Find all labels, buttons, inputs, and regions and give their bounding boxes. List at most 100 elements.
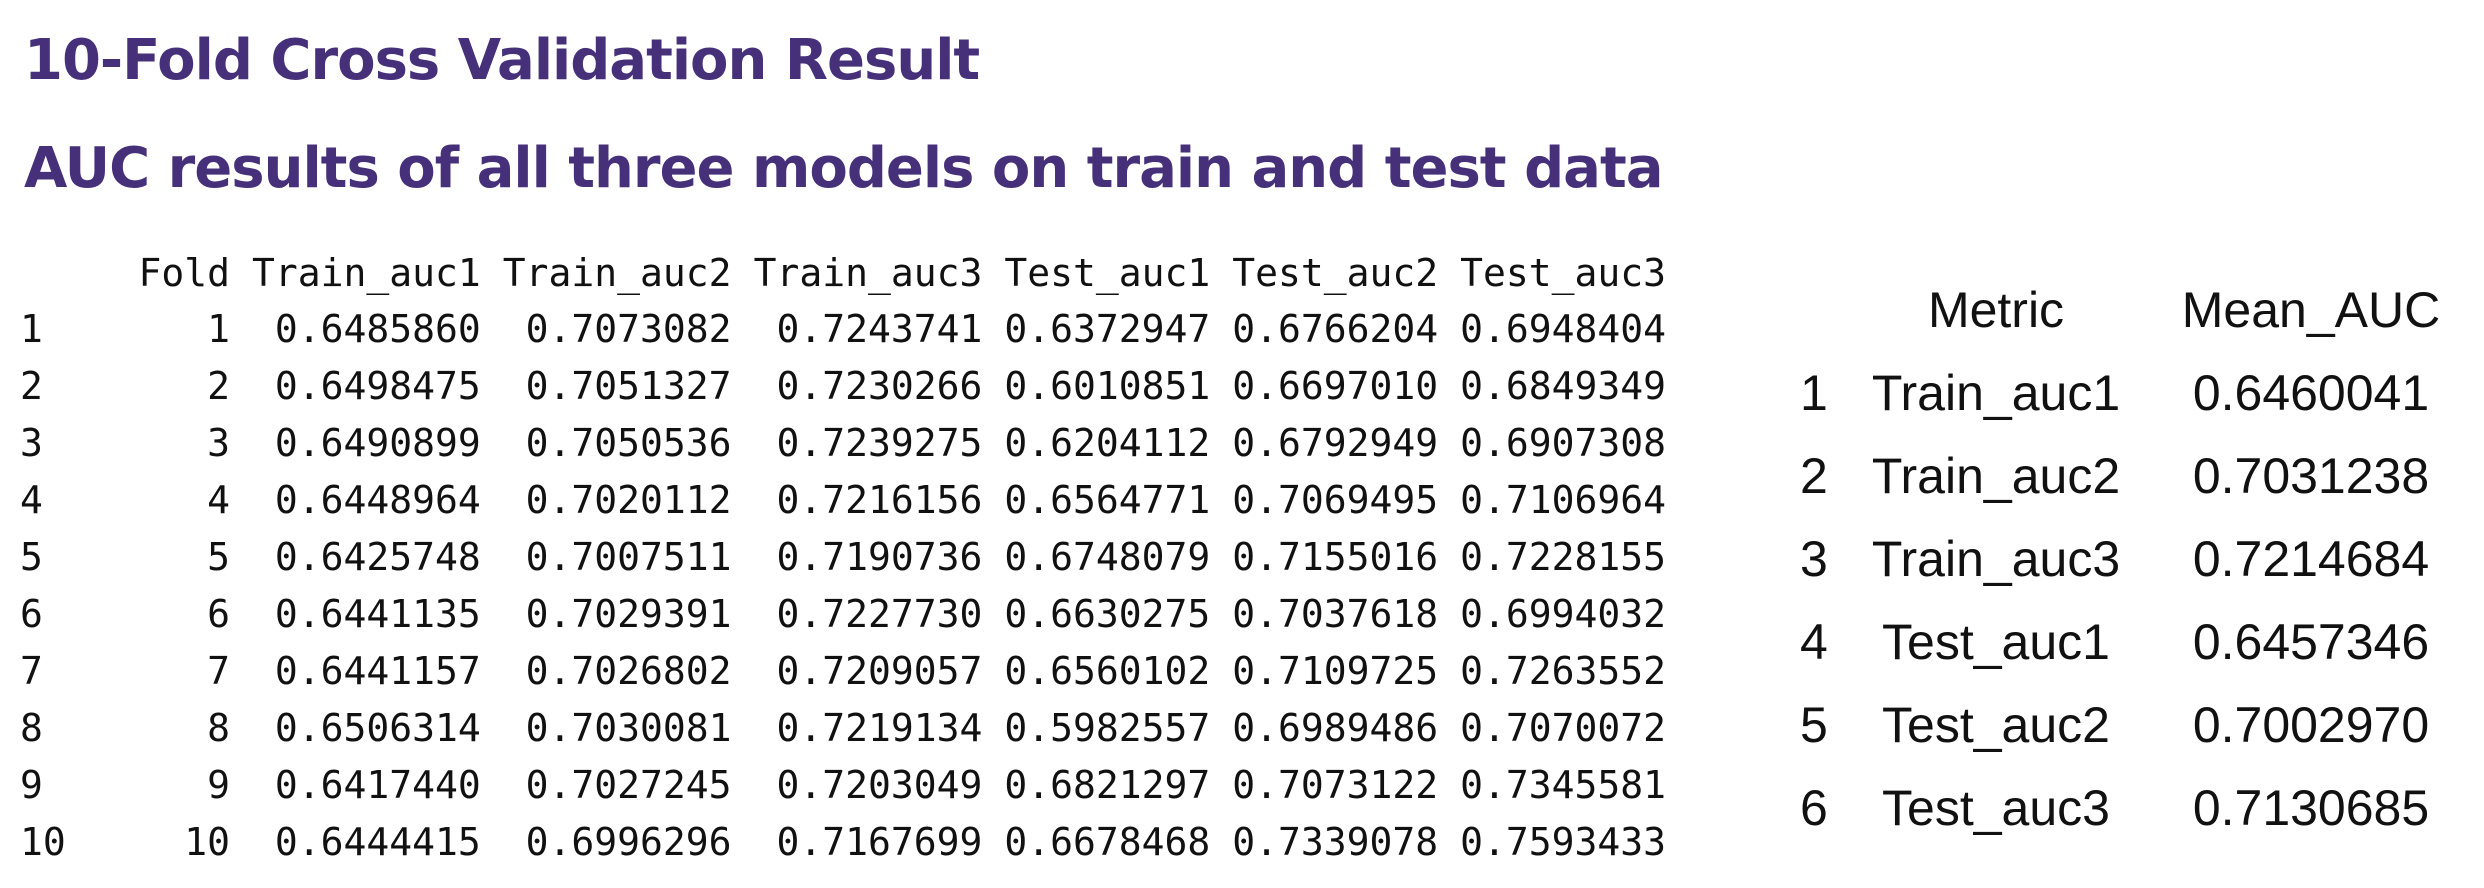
row-index: 10	[20, 819, 66, 864]
row-index: 2	[20, 363, 43, 408]
table-row: 2 Train_auc2 0.7031238	[1800, 434, 2476, 517]
table-cell: 0.6948404	[1460, 306, 1667, 351]
table-row: 5 5 0.6425748 0.7007511 0.7190736 0.6748079 0.…	[20, 528, 1666, 585]
folds-header-cell: Train_auc2	[502, 251, 732, 295]
table-cell: 0.7155016	[1232, 534, 1439, 579]
table-cell: 0.7345581	[1460, 762, 1667, 807]
table-cell: 0.6204112	[1004, 420, 1211, 465]
table-cell: 0.6425748	[274, 534, 481, 579]
folds-table-header: Fold Train_auc1 Train_auc2 Train_auc3 Test_a…	[20, 246, 1666, 300]
table-cell: 0.6630275	[1004, 591, 1211, 636]
row-index: 9	[20, 762, 43, 807]
table-cell: 0.7030081	[525, 705, 732, 750]
row-index: 5	[20, 534, 43, 579]
table-cell: 0.6506314	[274, 705, 481, 750]
table-cell: Train_auc1	[1871, 364, 2121, 421]
table-cell: 0.7593433	[1460, 819, 1667, 864]
table-cell: 0.7031238	[2192, 447, 2430, 504]
table-cell: 0.7219134	[776, 705, 983, 750]
table-cell: 0.6821297	[1004, 762, 1211, 807]
table-row: 10 10 0.6444415 0.6996296 0.7167699 0.6678468…	[20, 813, 1666, 870]
table-cell: 0.7228155	[1460, 534, 1667, 579]
table-cell: Train_auc3	[1871, 530, 2121, 587]
table-cell: 2	[207, 363, 230, 408]
table-cell: 7	[207, 648, 230, 693]
table-cell: 3	[207, 420, 230, 465]
folds-header-cell: Train_auc3	[753, 251, 983, 295]
table-cell: 0.6849349	[1460, 363, 1667, 408]
row-index: 4	[20, 477, 43, 522]
summary-header-cell: Metric	[1927, 281, 2065, 338]
table-cell: 0.7027245	[525, 762, 732, 807]
table-cell: 0.7167699	[776, 819, 983, 864]
table-cell: Test_auc3	[1882, 779, 2110, 836]
table-cell: 0.6996296	[525, 819, 732, 864]
folds-header-cell: Test_auc3	[1460, 251, 1667, 295]
table-row: 1 1 0.6485860 0.7073082 0.7243741 0.6372947 0.…	[20, 300, 1666, 357]
row-index: 7	[20, 648, 43, 693]
table-row: 8 8 0.6506314 0.7030081 0.7219134 0.5982557 0.…	[20, 699, 1666, 756]
table-cell: 0.6564771	[1004, 477, 1211, 522]
table-cell: 6	[207, 591, 230, 636]
row-index: 6	[20, 591, 43, 636]
table-row: 3 Train_auc3 0.7214684	[1800, 517, 2476, 600]
table-row: 4 Test_auc1 0.6457346	[1800, 600, 2476, 683]
table-cell: 0.7263552	[1460, 648, 1667, 693]
folds-header-cell: Fold	[138, 251, 230, 295]
table-row: 6 6 0.6441135 0.7029391 0.7227730 0.6630275 0.…	[20, 585, 1666, 642]
table-cell: 0.6417440	[274, 762, 481, 807]
row-index: 1	[20, 306, 43, 351]
table-row: 5 Test_auc2 0.7002970	[1800, 683, 2476, 766]
row-index: 3	[1800, 530, 1828, 587]
table-cell: Train_auc2	[1871, 447, 2121, 504]
folds-header-cell: Train_auc1	[252, 251, 481, 295]
table-cell: 0.6010851	[1004, 363, 1211, 408]
row-index: 2	[1800, 447, 1828, 504]
table-cell: 0.7339078	[1232, 819, 1439, 864]
table-cell: 0.7026802	[525, 648, 732, 693]
table-cell: 0.6444415	[274, 819, 481, 864]
table-cell: 0.7209057	[776, 648, 983, 693]
table-cell: 0.7203049	[776, 762, 983, 807]
summary-header-cell	[1800, 268, 1846, 351]
table-cell: 0.6907308	[1460, 420, 1667, 465]
table-cell: 0.6766204	[1232, 306, 1439, 351]
table-cell: 10	[184, 819, 230, 864]
folds-table-body: 1 1 0.6485860 0.7073082 0.7243741 0.6372947 0.…	[20, 300, 1666, 870]
table-cell: 0.7109725	[1232, 648, 1439, 693]
table-cell: 0.7029391	[525, 591, 732, 636]
table-cell: 0.7216156	[776, 477, 983, 522]
row-index: 1	[1800, 364, 1828, 421]
table-cell: 0.7073082	[525, 306, 732, 351]
table-row: 9 9 0.6417440 0.7027245 0.7203049 0.6821297 0.…	[20, 756, 1666, 813]
table-row: 6 Test_auc3 0.7130685	[1800, 766, 2476, 849]
summary-header-row: Metric Mean_AUC	[1800, 268, 2476, 351]
table-row: 4 4 0.6448964 0.7020112 0.7216156 0.6564771 0.…	[20, 471, 1666, 528]
table-cell: 0.6678468	[1004, 819, 1211, 864]
table-cell: Test_auc1	[1882, 613, 2110, 670]
table-cell: 9	[207, 762, 230, 807]
table-cell: 0.6989486	[1232, 705, 1439, 750]
table-cell: 0.7069495	[1232, 477, 1439, 522]
row-index: 5	[1800, 696, 1828, 753]
table-cell: 0.7239275	[776, 420, 983, 465]
table-cell: 0.7243741	[776, 306, 983, 351]
table-cell: 8	[207, 705, 230, 750]
table-cell: 0.7214684	[2192, 530, 2430, 587]
table-cell: 0.7050536	[525, 420, 732, 465]
table-cell: 0.6441157	[274, 648, 481, 693]
table-cell: 0.7037618	[1232, 591, 1439, 636]
table-row: 3 3 0.6490899 0.7050536 0.7239275 0.6204112 0.…	[20, 414, 1666, 471]
table-cell: 0.6560102	[1004, 648, 1211, 693]
table-cell: 0.6994032	[1460, 591, 1667, 636]
row-index: 6	[1800, 779, 1828, 836]
folds-header-cell: Test_auc1	[1004, 251, 1211, 295]
summary-table-body: 1 Train_auc1 0.6460041 2 Train_auc2 0.7031238…	[1800, 351, 2476, 849]
table-row: 7 7 0.6441157 0.7026802 0.7209057 0.6560102 0.…	[20, 642, 1666, 699]
table-cell: 0.6485860	[274, 306, 481, 351]
table-row: 2 2 0.6498475 0.7051327 0.7230266 0.6010851 0.…	[20, 357, 1666, 414]
table-row: 1 Train_auc1 0.6460041	[1800, 351, 2476, 434]
page-title: 10-Fold Cross Validation Result	[24, 28, 980, 93]
table-cell: 0.6792949	[1232, 420, 1439, 465]
summary-table: Metric Mean_AUC 1 Train_auc1 0.6460041 2 Trai…	[1800, 268, 2476, 849]
